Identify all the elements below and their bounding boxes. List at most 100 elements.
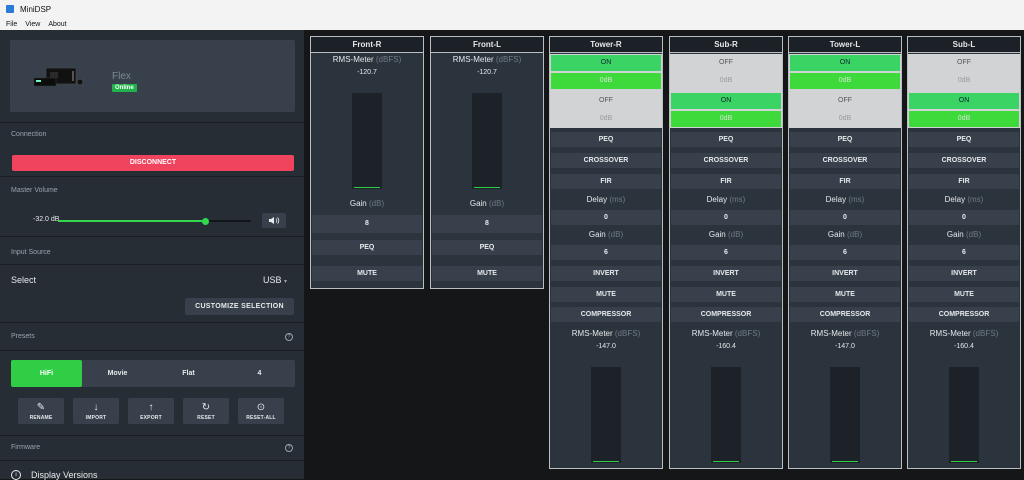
invert-button[interactable]: INVERT	[551, 266, 661, 281]
preset-4[interactable]: 4	[257, 370, 262, 377]
rename-button[interactable]: ✎ RENAME	[18, 398, 64, 424]
crossover-button[interactable]: CROSSOVER	[671, 153, 781, 168]
route-1-state[interactable]: OFF	[957, 59, 971, 66]
invert-button[interactable]: INVERT	[790, 266, 900, 281]
customize-selection-button[interactable]: CUSTOMIZE SELECTION	[185, 298, 294, 315]
mute-button[interactable]: MUTE	[551, 287, 661, 302]
rms-meter-unit: (dBFS)	[972, 329, 999, 338]
mute-button[interactable]: MUTE	[312, 266, 422, 281]
delay-value[interactable]: 0	[909, 210, 1019, 225]
reset-all-button[interactable]: ⊙ RESET-ALL	[238, 398, 284, 424]
crossover-button[interactable]: CROSSOVER	[790, 153, 900, 168]
preset-hifi[interactable]: HiFi	[11, 360, 82, 387]
route-level-unit: dB	[603, 77, 613, 84]
gain-value[interactable]: 8	[312, 215, 422, 233]
peq-button[interactable]: PEQ	[790, 132, 900, 147]
divider	[0, 264, 304, 265]
gain-label: Gain (dB)	[431, 199, 543, 208]
gain-text: Gain	[946, 230, 964, 239]
compressor-button[interactable]: COMPRESSOR	[551, 307, 661, 322]
route-1-level[interactable]: 0dB	[671, 73, 781, 89]
channel-name: Tower-R	[550, 37, 662, 53]
export-button[interactable]: ↑ EXPORT	[128, 398, 174, 424]
meter-floor	[832, 461, 858, 462]
route-2-state[interactable]: OFF	[838, 97, 852, 104]
compressor-button[interactable]: COMPRESSOR	[909, 307, 1019, 322]
route-2-state[interactable]: ON	[671, 93, 781, 109]
gain-label: Gain (dB)	[550, 230, 662, 239]
input-channel-front-l: Front-L RMS-Meter (dBFS) -120.7 Gain (dB…	[430, 36, 544, 289]
compressor-button[interactable]: COMPRESSOR	[790, 307, 900, 322]
rename-label: RENAME	[29, 414, 53, 421]
volume-slider[interactable]	[58, 218, 251, 225]
input-source-select[interactable]: USB ▾	[263, 275, 287, 285]
delay-unit: (ms)	[609, 195, 626, 204]
menu-about[interactable]: About	[48, 20, 67, 28]
level-meter	[472, 93, 502, 189]
volume-thumb[interactable]	[201, 218, 209, 225]
rms-meter-text: RMS-Meter	[571, 329, 613, 338]
delay-label: Delay (ms)	[550, 195, 662, 204]
peq-button[interactable]: PEQ	[909, 132, 1019, 147]
input-source-value: USB	[263, 275, 282, 285]
level-meter	[949, 367, 979, 463]
route-2-level[interactable]: 0dB	[551, 111, 661, 127]
route-level-unit: dB	[723, 77, 733, 84]
gain-value[interactable]: 6	[551, 245, 661, 260]
gain-value[interactable]: 6	[909, 245, 1019, 260]
gain-text: Gain	[827, 230, 845, 239]
route-2-level[interactable]: 0dB	[671, 111, 781, 127]
menu-file[interactable]: File	[6, 20, 18, 28]
compressor-button[interactable]: COMPRESSOR	[671, 307, 781, 322]
speaker-button[interactable]	[262, 213, 286, 228]
preset-movie[interactable]: Movie	[107, 370, 128, 377]
rms-meter-value: -160.4	[954, 343, 974, 350]
invert-button[interactable]: INVERT	[909, 266, 1019, 281]
reset-all-label: RESET-ALL	[246, 414, 276, 421]
fir-button[interactable]: FIR	[551, 174, 661, 189]
device-card[interactable]: Flex Online	[10, 40, 295, 112]
route-1-level[interactable]: 0dB	[551, 73, 661, 89]
route-2-level[interactable]: 0dB	[909, 111, 1019, 127]
gain-value[interactable]: 8	[432, 215, 542, 233]
preset-flat[interactable]: Flat	[182, 370, 195, 377]
route-level-unit: dB	[961, 115, 971, 122]
route-1-state[interactable]: OFF	[719, 59, 733, 66]
input-source-label: Input Source	[11, 249, 51, 256]
mute-button[interactable]: MUTE	[909, 287, 1019, 302]
disconnect-button[interactable]: DISCONNECT	[12, 155, 294, 171]
level-meter	[711, 367, 741, 463]
invert-button[interactable]: INVERT	[671, 266, 781, 281]
route-1-state[interactable]: ON	[551, 55, 661, 71]
fir-button[interactable]: FIR	[790, 174, 900, 189]
menu-view[interactable]: View	[25, 20, 41, 28]
channel-name: Sub-R	[670, 37, 782, 53]
mute-button[interactable]: MUTE	[671, 287, 781, 302]
delay-value[interactable]: 0	[671, 210, 781, 225]
crossover-button[interactable]: CROSSOVER	[909, 153, 1019, 168]
route-1-level[interactable]: 0dB	[790, 73, 900, 89]
route-1-level[interactable]: 0dB	[909, 73, 1019, 89]
import-button[interactable]: ↓ IMPORT	[73, 398, 119, 424]
gain-value[interactable]: 6	[790, 245, 900, 260]
fir-button[interactable]: FIR	[909, 174, 1019, 189]
peq-button[interactable]: PEQ	[432, 240, 542, 255]
rms-meter-text: RMS-Meter	[691, 329, 733, 338]
delay-value[interactable]: 0	[790, 210, 900, 225]
gain-value[interactable]: 6	[671, 245, 781, 260]
route-2-state[interactable]: ON	[909, 93, 1019, 109]
mute-button[interactable]: MUTE	[790, 287, 900, 302]
delay-value[interactable]: 0	[551, 210, 661, 225]
route-1-state[interactable]: ON	[790, 55, 900, 71]
peq-button[interactable]: PEQ	[312, 240, 422, 255]
reset-button[interactable]: ↻ RESET	[183, 398, 229, 424]
route-2-state[interactable]: OFF	[599, 97, 613, 104]
crossover-button[interactable]: CROSSOVER	[551, 153, 661, 168]
peq-button[interactable]: PEQ	[551, 132, 661, 147]
route-2-level[interactable]: 0dB	[790, 111, 900, 127]
peq-button[interactable]: PEQ	[671, 132, 781, 147]
help-icon[interactable]: ?	[285, 333, 293, 341]
mute-button[interactable]: MUTE	[432, 266, 542, 281]
fir-button[interactable]: FIR	[671, 174, 781, 189]
help-icon[interactable]: ?	[285, 444, 293, 452]
